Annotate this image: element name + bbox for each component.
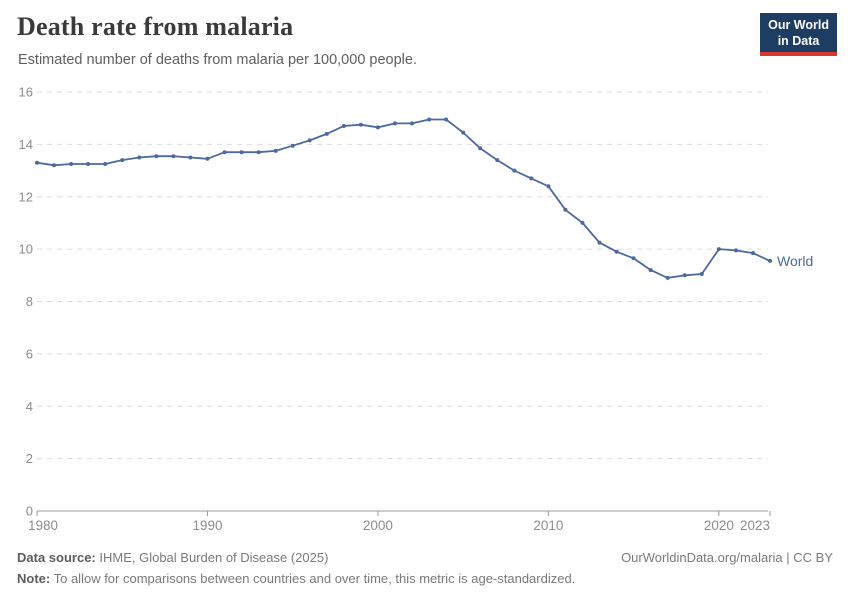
data-point[interactable] (682, 273, 687, 278)
page-title: Death rate from malaria (17, 12, 294, 41)
y-axis-label: 8 (26, 294, 33, 309)
data-point[interactable] (461, 130, 466, 135)
y-axis-label: 12 (19, 189, 33, 204)
y-axis-label: 10 (19, 242, 33, 257)
y-axis-label: 2 (26, 451, 33, 466)
x-axis-label: 2010 (533, 518, 563, 533)
data-point[interactable] (478, 146, 483, 151)
data-point[interactable] (512, 168, 517, 173)
data-point[interactable] (648, 268, 653, 273)
data-point[interactable] (205, 156, 210, 161)
data-point[interactable] (358, 122, 363, 127)
data-point[interactable] (393, 121, 397, 126)
data-source-value[interactable]: IHME, Global Burden of Disease (2025) (99, 550, 329, 565)
x-axis-label: 1990 (192, 518, 222, 533)
x-axis-label: 2000 (363, 518, 393, 533)
y-axis-label: 16 (19, 85, 33, 100)
data-point[interactable] (546, 184, 551, 189)
y-axis-label: 4 (26, 399, 33, 414)
note-text: To allow for comparisons between countri… (53, 571, 576, 586)
owid-logo-line2: in Data (777, 33, 820, 48)
x-axis-label: 1980 (28, 518, 58, 533)
y-axis-label: 6 (26, 346, 33, 361)
data-point[interactable] (631, 256, 636, 261)
data-source-label: Data source: (17, 550, 96, 565)
data-point[interactable] (35, 160, 39, 165)
data-point[interactable] (410, 121, 414, 126)
owid-logo[interactable]: Our World in Data (760, 13, 837, 57)
x-axis-label: 2020 (704, 518, 734, 533)
data-point[interactable] (290, 143, 295, 148)
data-point[interactable] (86, 162, 91, 166)
data-point[interactable] (120, 158, 125, 163)
data-point[interactable] (699, 272, 704, 276)
data-point[interactable] (733, 248, 738, 253)
data-point[interactable] (716, 247, 721, 252)
data-point[interactable] (751, 251, 755, 256)
data-point[interactable] (154, 154, 159, 159)
data-point[interactable] (444, 117, 449, 122)
data-point[interactable] (768, 258, 772, 263)
data-point[interactable] (563, 207, 568, 212)
owid-logo-line1: Our World (768, 18, 829, 32)
chart-subtitle: Estimated number of deaths from malaria … (18, 52, 417, 68)
data-point[interactable] (239, 150, 244, 155)
data-point[interactable] (580, 220, 585, 225)
data-point[interactable] (256, 150, 261, 155)
data-point[interactable] (137, 155, 142, 160)
data-point[interactable] (171, 154, 176, 159)
data-point[interactable] (103, 162, 108, 166)
data-point[interactable] (222, 150, 227, 155)
data-point[interactable] (597, 240, 602, 245)
y-axis-label: 14 (19, 137, 33, 152)
data-point[interactable] (273, 148, 278, 153)
data-point[interactable] (324, 131, 329, 136)
owid-link[interactable]: OurWorldinData.org/malaria | CC BY (621, 550, 833, 565)
y-axis-label: 0 (26, 504, 33, 519)
note-line: Note: To allow for comparisons between c… (17, 568, 575, 589)
series-end-label[interactable]: World (777, 253, 813, 269)
data-point[interactable] (375, 125, 380, 130)
data-point[interactable] (69, 162, 74, 166)
data-point[interactable] (341, 124, 346, 128)
data-point[interactable] (307, 138, 312, 143)
data-point[interactable] (614, 249, 619, 254)
data-source-line: Data source: IHME, Global Burden of Dise… (17, 547, 328, 568)
chart-footer: Data source: IHME, Global Burden of Dise… (17, 547, 833, 589)
note-label: Note: (17, 571, 51, 586)
data-point[interactable] (427, 117, 432, 122)
data-point[interactable] (495, 158, 500, 163)
data-point[interactable] (665, 275, 670, 280)
trend-line[interactable] (36, 118, 771, 279)
data-point[interactable] (52, 163, 56, 168)
data-point[interactable] (188, 155, 193, 160)
line-chart: 0 2 4 6 8 10 12 14 16 1980 1990 2000 2010 2020 2023 Wor… (19, 85, 814, 534)
data-point[interactable] (529, 176, 534, 181)
x-axis-label: 2023 (740, 518, 770, 533)
